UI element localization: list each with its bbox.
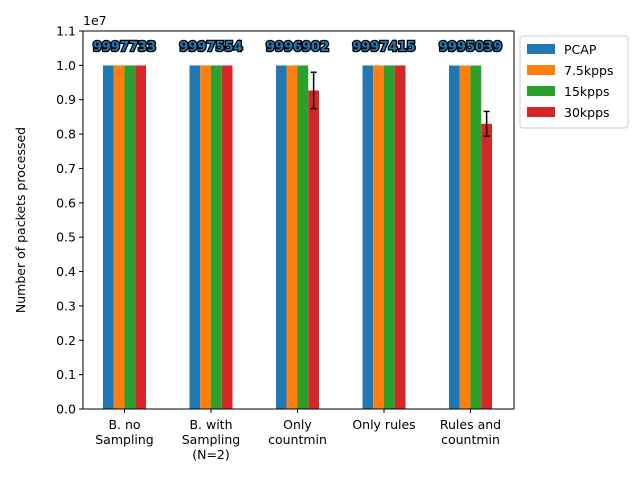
legend-label-1: 7.5kpps	[564, 63, 614, 78]
bar-pcap-0	[103, 65, 114, 409]
y-tick-label: 0.1	[56, 367, 76, 382]
x-tick-label-0: B. no Sampling	[95, 417, 154, 447]
bar-75kpps-2	[286, 65, 298, 409]
legend-label-2: 15kpps	[564, 84, 610, 99]
bar-15kpps-0	[124, 65, 136, 409]
x-tick-label-4: Rules and countmin	[440, 417, 501, 447]
x-tick-label-line: Sampling	[182, 432, 241, 447]
bars-layer	[103, 65, 492, 409]
bar-30kpps-0	[135, 65, 146, 409]
data-labels-layer: 9997733 9997554 9996902 9997415 9995039	[92, 39, 504, 57]
bar-pcap-2	[276, 65, 287, 409]
bar-15kpps-4	[470, 65, 482, 409]
bar-75kpps-4	[459, 65, 471, 409]
y-tick-label: 0.5	[56, 230, 76, 245]
bar-15kpps-3	[384, 65, 395, 409]
x-tick-label-line: Only	[283, 417, 312, 432]
y-offset-text: 1e7	[83, 13, 107, 28]
legend-label-3: 30kpps	[564, 105, 610, 120]
bar-75kpps-1	[200, 65, 211, 409]
x-tick-label-line: Sampling	[95, 432, 154, 447]
x-tick-label-line: countmin	[441, 432, 500, 447]
x-tick-label-2: Only countmin	[268, 417, 327, 447]
x-tick-label-line: (N=2)	[192, 447, 230, 462]
y-axis: 0.0 0.1 0.2 0.3 0.4 0.5 0.6 0.7 0.8 0.9 1.0 1.1	[56, 24, 83, 417]
bar-30kpps-4	[481, 123, 492, 409]
y-tick-label: 1.1	[56, 24, 76, 39]
plot-frame	[82, 30, 515, 410]
x-tick-label-line: countmin	[268, 432, 327, 447]
bar-pcap-4	[449, 65, 460, 409]
bar-75kpps-3	[373, 65, 384, 409]
bar-15kpps-1	[211, 65, 222, 409]
y-tick-label: 1.0	[56, 58, 76, 73]
legend-label-0: PCAP	[564, 42, 597, 57]
data-label-2: 9996902	[266, 40, 329, 55]
y-tick-label: 0.4	[56, 264, 76, 279]
bar-pcap-3	[362, 65, 374, 409]
error-bars-layer	[310, 71, 490, 137]
data-label-3: 9997415	[352, 40, 415, 55]
x-tick-label-1: B. with Sampling (N=2)	[182, 417, 241, 462]
legend-swatch-1	[527, 65, 555, 75]
data-label-1: 9997554	[179, 40, 242, 55]
bar-pcap-1	[189, 65, 201, 409]
y-axis-label: Number of packets processed	[13, 127, 28, 313]
error-bar-2	[310, 71, 317, 110]
x-tick-label-line: Only rules	[352, 417, 415, 432]
data-label-0: 9997733	[93, 40, 156, 55]
y-tick-label: 0.0	[56, 402, 76, 417]
bar-30kpps-3	[394, 65, 406, 409]
x-tick-label-line: B. with	[189, 417, 232, 432]
bar-30kpps-2	[308, 90, 319, 409]
y-tick-label: 0.2	[56, 333, 76, 348]
bar-75kpps-0	[113, 65, 125, 409]
y-tick-label: 0.3	[56, 298, 76, 313]
y-tick-label: 0.6	[56, 195, 76, 210]
x-tick-label-3: Only rules	[352, 417, 415, 432]
bar-15kpps-2	[297, 65, 309, 409]
data-label-4: 9995039	[439, 40, 502, 55]
x-tick-label-line: Rules and	[440, 417, 501, 432]
legend-swatch-3	[527, 107, 555, 117]
bar-30kpps-1	[221, 65, 233, 409]
x-tick-label-line: B. no	[108, 417, 140, 432]
legend-swatch-0	[527, 44, 555, 54]
y-tick-label: 0.7	[56, 161, 76, 176]
y-tick-label: 0.9	[56, 92, 76, 107]
legend: PCAP 7.5kpps 15kpps 30kpps	[519, 35, 629, 129]
legend-box	[519, 35, 629, 129]
legend-swatch-2	[527, 86, 555, 96]
y-tick-label: 0.8	[56, 127, 76, 142]
error-bar-4	[483, 110, 490, 137]
